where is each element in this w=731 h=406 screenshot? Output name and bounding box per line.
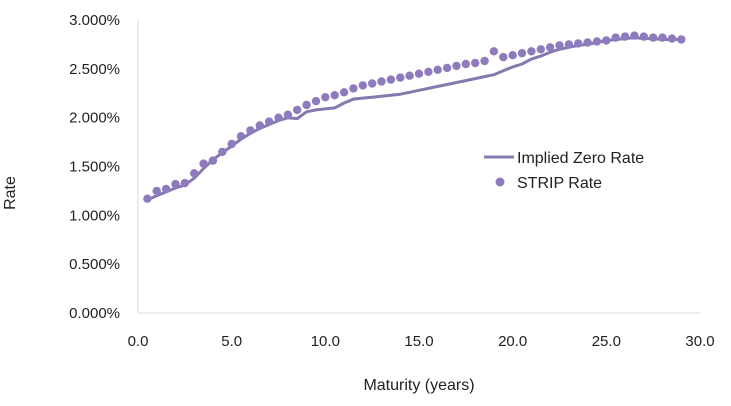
strip-rate-point xyxy=(442,63,452,73)
strip-rate-point xyxy=(620,32,630,41)
strip-rate-point xyxy=(386,75,396,84)
strip-rate-point xyxy=(161,184,171,194)
strip-rate-point xyxy=(649,33,658,42)
strip-rate-point xyxy=(283,110,293,119)
strip-rate-point xyxy=(517,49,527,58)
strip-rate-point xyxy=(218,147,227,157)
legend: Implied Zero Rate STRIP Rate xyxy=(484,150,644,192)
strip-rate-point xyxy=(208,156,218,165)
strip-rate-point xyxy=(368,79,377,88)
y-tick-label: 1.000% xyxy=(69,207,120,224)
strip-rate-point xyxy=(339,88,349,97)
strip-rate-point xyxy=(190,169,199,178)
strip-rate-point xyxy=(405,71,414,80)
strip-rate-point xyxy=(424,67,433,77)
strip-rate-point xyxy=(311,96,321,106)
y-tick-label: 0.000% xyxy=(69,305,120,322)
strip-rate-point xyxy=(602,36,611,45)
strip-rate-point xyxy=(611,33,620,42)
strip-rate-point xyxy=(255,121,264,130)
x-tick-label: 5.0 xyxy=(221,333,242,350)
x-tick-label: 20.0 xyxy=(498,333,527,350)
x-tick-label: 15.0 xyxy=(404,333,433,350)
legend-label-implied-zero-rate: Implied Zero Rate xyxy=(517,150,644,167)
strip-rate-point xyxy=(461,59,470,69)
y-tick-label: 1.500% xyxy=(69,159,120,176)
strip-rate-point xyxy=(199,159,208,168)
strip-rate-point xyxy=(489,47,499,56)
strip-rate-point xyxy=(152,186,161,196)
strip-rate-point xyxy=(592,37,602,46)
strip-rate-point xyxy=(246,126,255,135)
strip-rate-point xyxy=(564,40,574,49)
strip-rate-point xyxy=(321,93,330,102)
x-tick-label: 0.0 xyxy=(128,333,149,350)
x-tick-label: 25.0 xyxy=(592,333,621,350)
y-tick-label: 2.500% xyxy=(69,61,120,78)
legend-label-strip-rate: STRIP Rate xyxy=(517,175,602,192)
y-axis-ticks: 0.000% 0.500% 1.000% 1.500% 2.000% 2.500% 3.00… xyxy=(69,12,120,322)
strip-rate-point xyxy=(396,73,405,82)
strip-rate-point xyxy=(667,34,677,43)
strip-rate-point xyxy=(536,45,545,54)
strip-rate-point xyxy=(480,56,489,66)
strip-rate-point xyxy=(677,35,686,44)
strip-rate-point xyxy=(499,52,508,62)
y-tick-label: 0.500% xyxy=(69,256,120,273)
y-axis-title: Rate xyxy=(2,176,19,210)
strip-rate-point xyxy=(302,100,311,110)
strip-rate-point xyxy=(630,31,639,40)
strip-rate-point xyxy=(180,178,189,188)
strip-rate-point xyxy=(171,179,180,189)
strip-rate-point xyxy=(330,91,339,100)
strip-rate-point xyxy=(471,58,480,68)
strip-rate-point xyxy=(293,105,302,115)
strip-rate-point xyxy=(527,47,536,56)
strip-rate-point xyxy=(545,43,555,52)
strip-rate-point xyxy=(377,77,386,86)
series-layer xyxy=(143,31,686,203)
strip-rate-point xyxy=(414,69,424,78)
strip-rate-point xyxy=(583,38,592,47)
x-axis-ticks: 0.0 5.0 10.0 15.0 20.0 25.0 30.0 xyxy=(128,333,715,350)
plot-area: 0.000% 0.500% 1.000% 1.500% 2.000% 2.500% 3.00… xyxy=(69,12,714,350)
strip-rate-point xyxy=(433,65,442,75)
strip-rate-point xyxy=(227,139,236,149)
strip-rate-point xyxy=(508,51,517,60)
x-axis-title: Maturity (years) xyxy=(363,377,474,394)
strip-rate-point xyxy=(358,81,367,90)
strip-rate-point xyxy=(574,39,583,48)
y-tick-label: 3.000% xyxy=(69,12,120,29)
strip-rate-point xyxy=(452,61,461,71)
x-tick-label: 30.0 xyxy=(685,333,714,350)
strip-rate-point xyxy=(349,84,358,93)
strip-rate-point xyxy=(236,132,246,141)
strip-rate-point xyxy=(264,117,274,126)
strip-rate-point xyxy=(555,41,564,50)
legend-swatch-strip-rate xyxy=(495,177,505,187)
strip-rate-point xyxy=(639,32,648,41)
strip-rate-point xyxy=(274,113,283,122)
strip-rate-point xyxy=(143,194,152,203)
series-line-implied-zero-rate xyxy=(145,36,683,202)
x-tick-label: 10.0 xyxy=(311,333,340,350)
strip-rate-point xyxy=(658,33,667,42)
y-tick-label: 2.000% xyxy=(69,110,120,127)
